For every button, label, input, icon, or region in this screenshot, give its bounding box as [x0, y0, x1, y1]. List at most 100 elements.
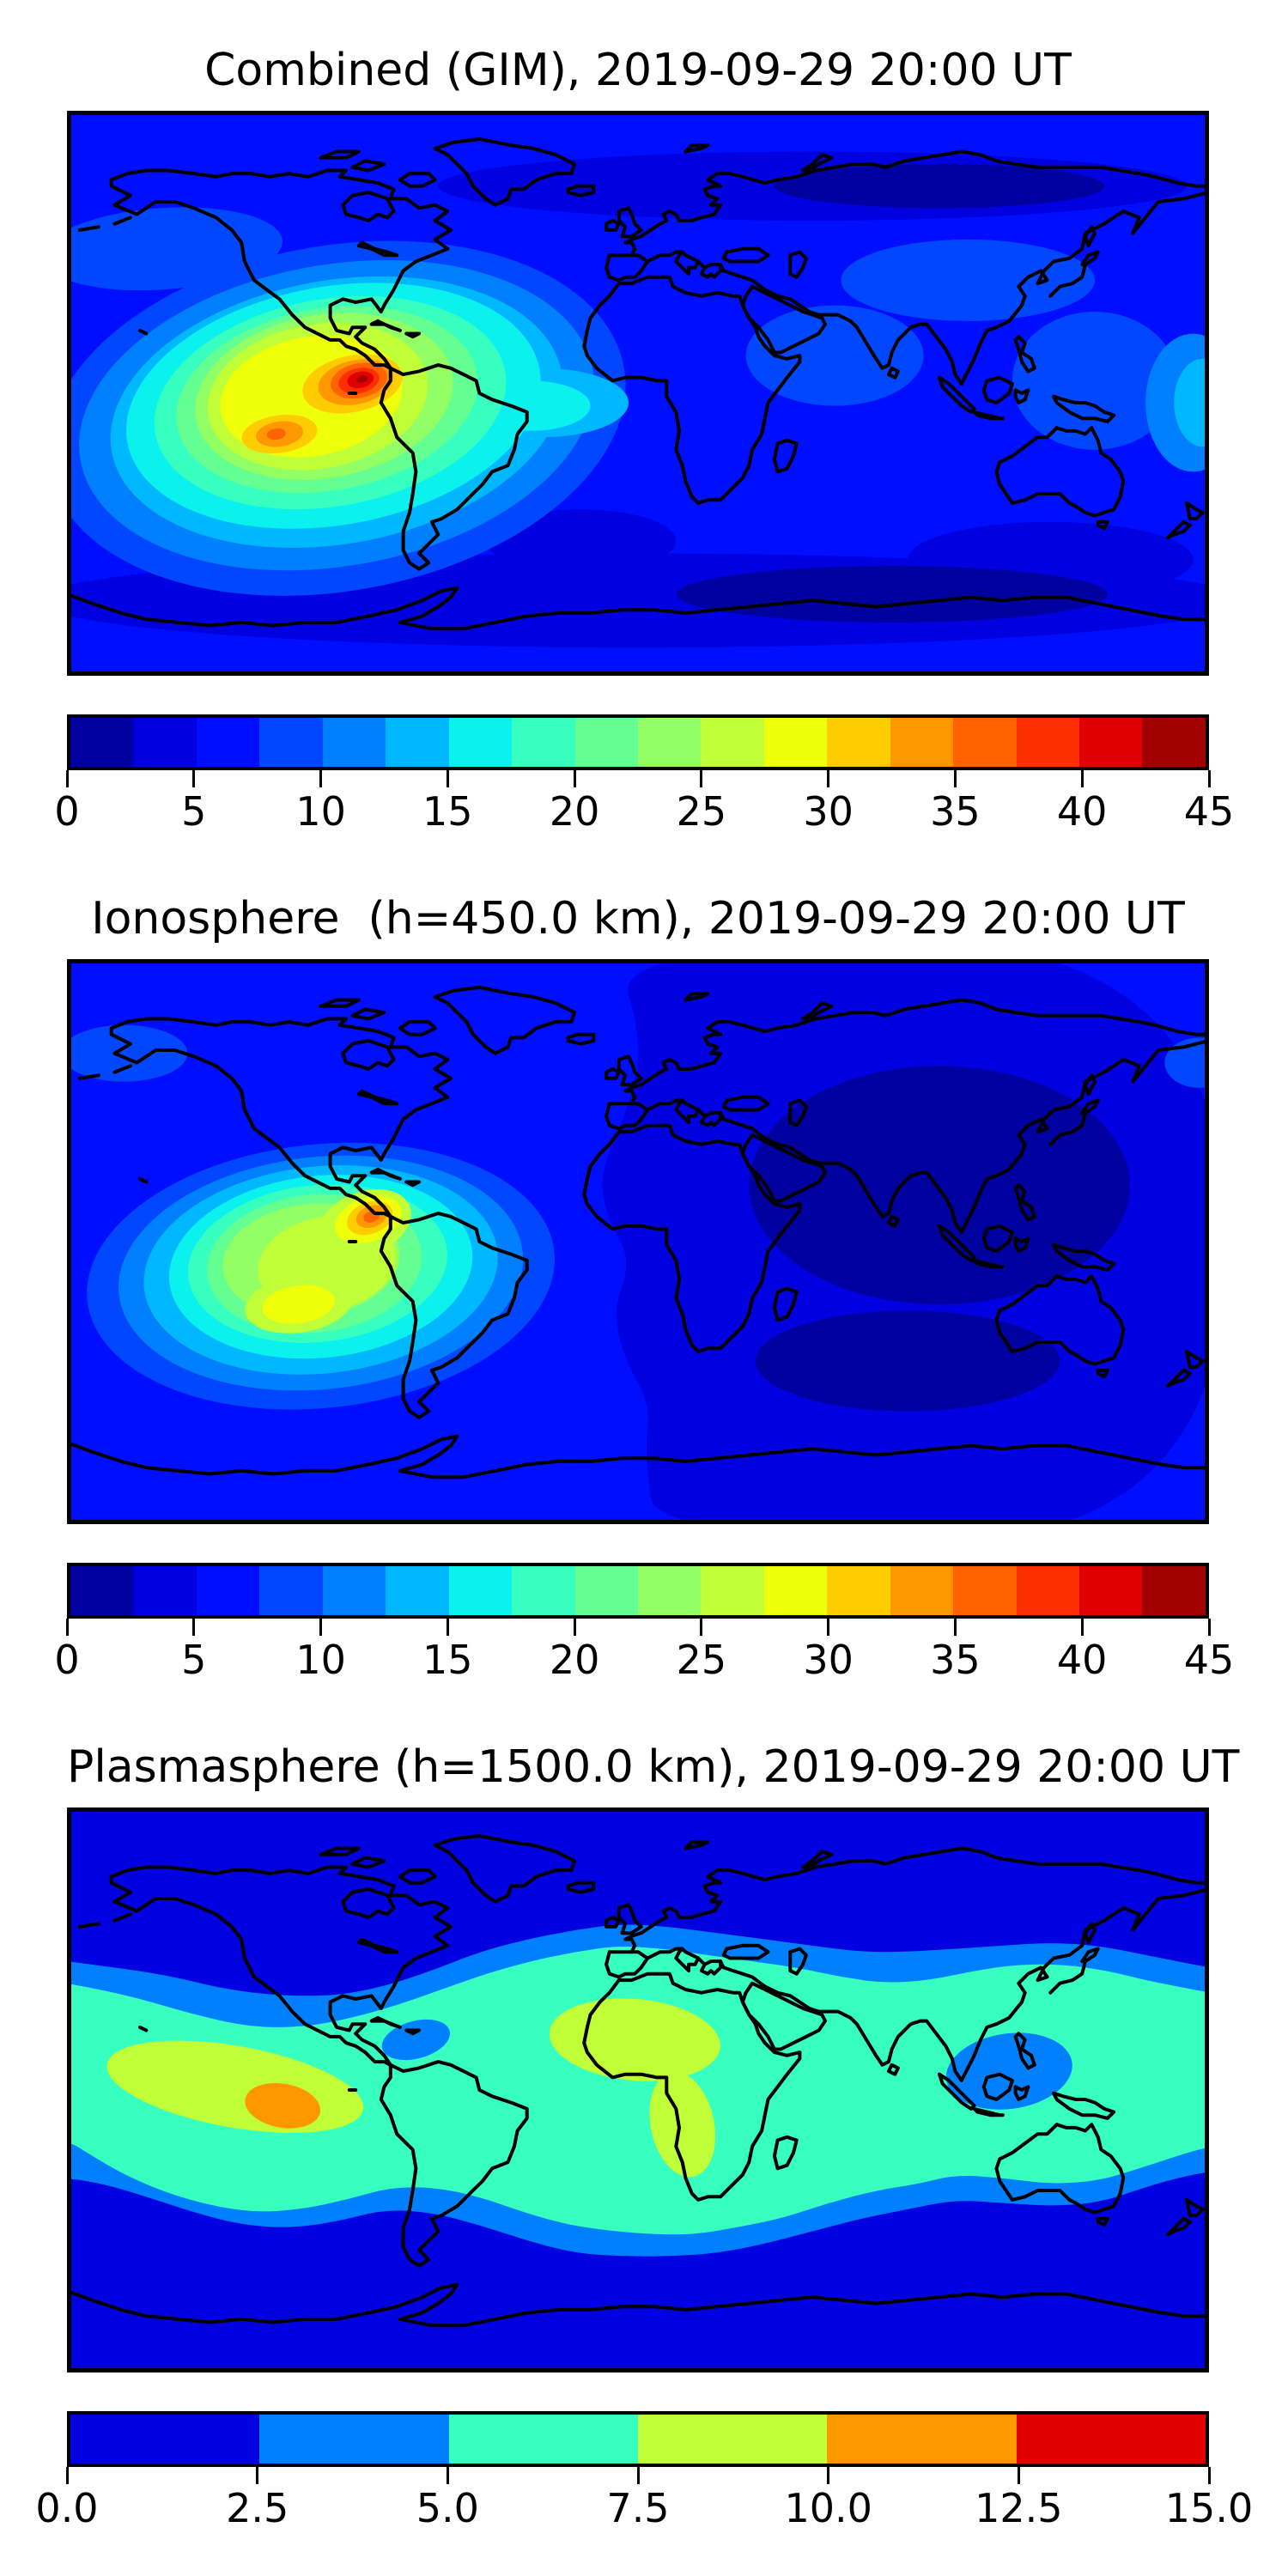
colorbar-segment: [448, 718, 513, 767]
colorbar-segment: [1016, 718, 1079, 767]
colorbar-tick: [827, 1619, 830, 1636]
colorbar-segment: [448, 1566, 513, 1615]
colorbar-tick: [827, 770, 830, 787]
colorbar-combined: [67, 714, 1209, 770]
colorbar-segment: [259, 2415, 449, 2464]
colorbar-tick: [319, 770, 323, 787]
colorbar-tick: [446, 1619, 449, 1636]
colorbar-tick-label: 30: [803, 788, 854, 835]
colorbar-segment: [1016, 1566, 1079, 1615]
colorbar-tick-label: 10.0: [784, 2485, 872, 2531]
colorbar-tick: [1080, 770, 1084, 787]
colorbar-tick: [953, 770, 957, 787]
colorbar-segment: [70, 1566, 134, 1615]
map-combined: [67, 111, 1209, 676]
colorbar-segment: [637, 2415, 828, 2464]
colorbar-segment: [512, 718, 575, 767]
colorbar-tick: [65, 2467, 69, 2484]
colorbar-tick-label: 35: [930, 788, 981, 835]
colorbar-tick-label: 15: [422, 788, 473, 835]
colorbar-segment: [196, 718, 260, 767]
colorbar-tick: [1207, 770, 1211, 787]
colorbar-segment: [512, 1566, 575, 1615]
colorbar-tick-label: 5: [181, 1637, 207, 1683]
colorbar-segment: [1079, 1566, 1143, 1615]
colorbar-segment: [637, 1566, 702, 1615]
colorbar-ionosphere: [67, 1563, 1209, 1619]
colorbar-segment: [953, 718, 1017, 767]
colorbar-segment: [890, 1566, 954, 1615]
colorbar-tick-label: 0: [54, 788, 80, 835]
colorbar-segment: [953, 1566, 1017, 1615]
colorbar-tick: [1080, 1619, 1084, 1636]
colorbar-tick: [1017, 2467, 1020, 2484]
colorbar-tick: [319, 1619, 323, 1636]
colorbar-segment: [133, 1566, 197, 1615]
colorbar-segment: [701, 718, 764, 767]
colorbar-segment: [322, 1566, 386, 1615]
colorbar-tick-label: 25: [676, 788, 727, 835]
colorbar-tick-label: 30: [803, 1637, 854, 1683]
colorbar-tick-label: 10: [295, 788, 346, 835]
colorbar-tick-label: 15.0: [1164, 2485, 1254, 2531]
colorbar-segment: [259, 718, 323, 767]
colorbar-segment: [1142, 1566, 1206, 1615]
colorbar-tick: [636, 2467, 640, 2484]
colorbar-tick: [446, 2467, 449, 2484]
colorbar-segment: [386, 1566, 449, 1615]
colorbar-tick: [700, 1619, 703, 1636]
colorbar-tick: [1207, 1619, 1211, 1636]
colorbar-tick-label: 5.0: [416, 2485, 479, 2531]
colorbar-tick-label: 45: [1183, 788, 1235, 835]
colorbar-tick: [65, 770, 69, 787]
colorbar-segment: [701, 1566, 764, 1615]
colorbar-tick: [700, 770, 703, 787]
colorbar-segment: [827, 718, 890, 767]
colorbar-tick: [256, 2467, 259, 2484]
colorbar-segment: [322, 718, 386, 767]
colorbar-tick: [1207, 2467, 1211, 2484]
colorbar-tick-label: 45: [1183, 1637, 1235, 1683]
colorbar-tick: [192, 770, 196, 787]
colorbar-tick-label: 20: [549, 1637, 600, 1683]
colorbar-tick-label: 20: [549, 788, 600, 835]
colorbar-tick-label: 5: [181, 788, 207, 835]
colorbar-tick: [192, 1619, 196, 1636]
colorbar-segment: [1079, 718, 1143, 767]
colorbar-tick-label: 12.5: [975, 2485, 1063, 2531]
colorbar-tick: [953, 1619, 957, 1636]
colorbar-segment: [827, 2415, 1017, 2464]
colorbar-tick-label: 0.0: [35, 2485, 99, 2531]
colorbar-tick-label: 10: [295, 1637, 346, 1683]
map-plasmasphere: [67, 1807, 1209, 2372]
colorbar-segment: [890, 718, 954, 767]
colorbar-tick: [827, 2467, 830, 2484]
colorbar-segment: [259, 1566, 323, 1615]
panel-title-plasmasphere: Plasmasphere (h=1500.0 km), 2019-09-29 2…: [67, 1741, 1240, 1793]
colorbar-tick: [573, 770, 576, 787]
panel-ionosphere: Ionosphere (h=450.0 km), 2019-09-29 20:0…: [0, 848, 1288, 1697]
panel-title-ionosphere: Ionosphere (h=450.0 km), 2019-09-29 20:0…: [91, 893, 1185, 945]
colorbar-tick-label: 0: [54, 1637, 80, 1683]
colorbar-tick-label: 25: [676, 1637, 727, 1683]
map-ionosphere: [67, 959, 1209, 1524]
colorbar-tick: [573, 1619, 576, 1636]
colorbar-segment: [637, 718, 702, 767]
colorbar-segment: [70, 718, 134, 767]
colorbar-segment: [1142, 718, 1206, 767]
colorbar-segment: [574, 718, 638, 767]
colorbar-segment: [763, 1566, 828, 1615]
colorbar-segment: [386, 718, 449, 767]
colorbar-segment: [574, 1566, 638, 1615]
panel-plasmasphere: Plasmasphere (h=1500.0 km), 2019-09-29 2…: [0, 1697, 1288, 2545]
colorbar-tick: [65, 1619, 69, 1636]
colorbar-tick-label: 40: [1056, 1637, 1108, 1683]
colorbar-tick-label: 35: [930, 1637, 981, 1683]
panel-title-combined: Combined (GIM), 2019-09-29 20:00 UT: [204, 45, 1072, 96]
colorbar-segment: [827, 1566, 890, 1615]
colorbar-tick-label: 40: [1056, 788, 1108, 835]
colorbar-tick-label: 7.5: [606, 2485, 670, 2531]
colorbar-segment: [133, 718, 197, 767]
colorbar-segment: [196, 1566, 260, 1615]
colorbar-segment: [1016, 2415, 1206, 2464]
